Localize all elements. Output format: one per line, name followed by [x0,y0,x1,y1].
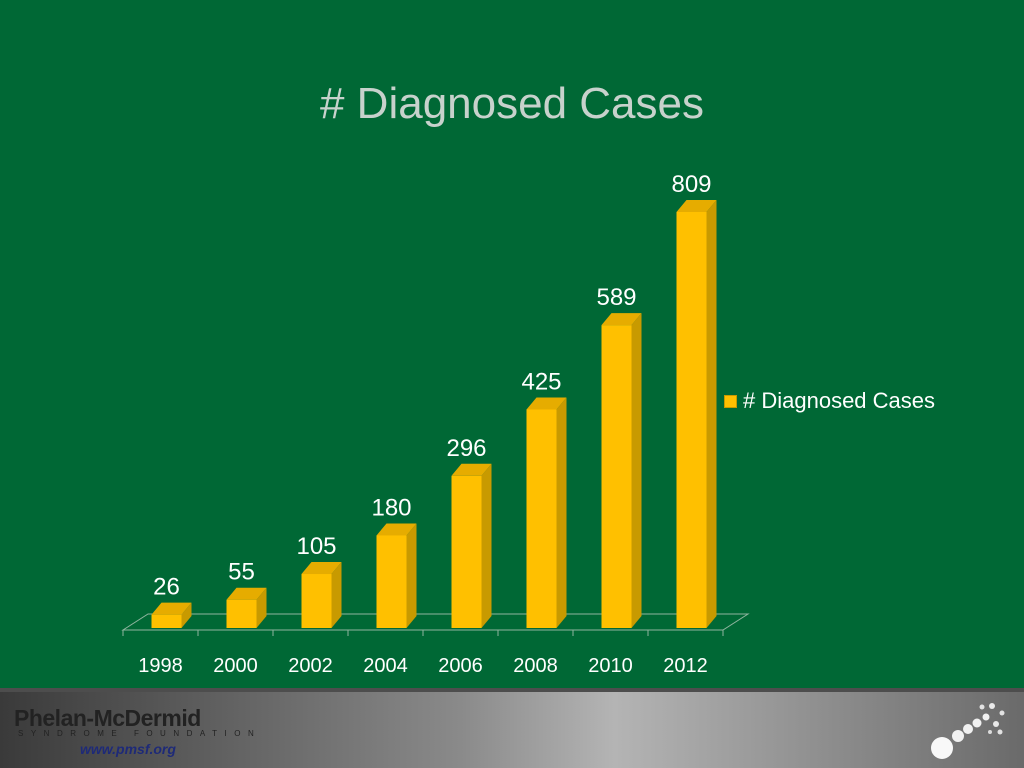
bar [526,409,557,628]
data-label: 26 [153,574,180,601]
bar-top [526,397,567,410]
bar-top [226,587,267,600]
bar-side [331,562,342,628]
legend-swatch [724,394,737,408]
slide-title: # Diagnosed Cases [319,79,704,128]
website-link[interactable]: www.pmsf.org [80,741,176,757]
bar-side [631,313,642,628]
data-label: 105 [296,533,336,560]
bar-side [256,587,267,628]
bar-top [676,200,717,212]
bar [676,212,707,628]
x-tick-label: 2008 [513,655,558,677]
x-tick-label: 1998 [138,655,183,677]
x-tick-label: 2004 [363,655,408,677]
bar [226,599,257,628]
data-label: 589 [596,284,636,311]
bar-top [151,602,192,615]
bar-top [601,313,642,326]
chart-legend: # Diagnosed Cases [724,388,935,414]
bar-top [301,562,342,575]
footer-banner [0,688,1024,768]
bar-chart: 26 1998 55 2000 105 2002 180 2004 296 2006 425 2008… [121,171,750,677]
bar [451,475,482,628]
bar [151,614,182,628]
bar [376,535,407,628]
x-tick-label: 2000 [213,655,258,677]
logo-org-name: Phelan-McDermid [14,705,201,731]
bar [301,574,332,628]
bar [601,325,632,628]
data-label: 55 [228,559,255,586]
bar-side [406,523,417,628]
bar-side [556,397,567,628]
legend-label: # Diagnosed Cases [743,388,936,413]
x-tick-label: 2006 [438,655,483,677]
data-label: 180 [371,494,411,521]
chart-floor [121,613,750,631]
chromosome-dots-icon [931,703,1005,759]
logo-org-subtitle: SYNDROME FOUNDATION [18,729,262,738]
bar-top [376,523,417,536]
bar-side [181,602,192,628]
data-label: 296 [446,435,486,462]
data-label: 809 [671,171,711,198]
bar-side [481,463,492,628]
bar-side [706,200,717,628]
bar-top [451,463,492,476]
data-label: 425 [521,368,561,395]
x-tick-label: 2010 [588,655,633,677]
x-tick-label: 2002 [288,655,333,677]
x-tick-label: 2012 [663,655,708,677]
footer-divider [0,688,1024,692]
